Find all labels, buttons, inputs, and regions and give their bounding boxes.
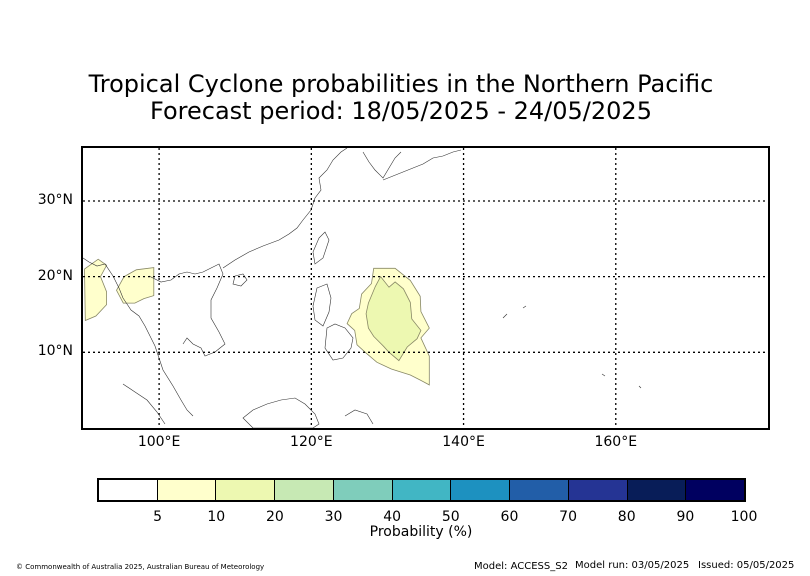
colorbar-band-40-50 [392,480,452,500]
colorbar-band-50-60 [451,480,511,500]
colorbar-band-70-80 [568,480,628,500]
colorbar-tick-label: 20 [265,509,284,525]
map-panel [81,146,770,430]
latitude-label: 10°N [37,343,73,360]
model-run-date: Model run: 03/05/2025 [575,560,690,571]
colorbar-tick-label: 40 [383,509,402,525]
longitude-label: 100°E [137,434,181,450]
model-name: Model: ACCESS_S2 [474,561,568,572]
colorbar-tick-label: 50 [441,509,460,525]
colorbar-band-5-10 [157,480,217,500]
colorbar-label: Probability (%) [369,524,473,540]
issued-date: Issued: 05/05/2025 [698,560,795,571]
colorbar-band-0-5 [99,480,158,500]
colorbar-tick-label: 90 [676,509,695,525]
probability-region-5-10 [84,258,108,322]
colorbar-tick-label: 70 [559,509,577,525]
probability-colorbar [97,478,746,502]
probability-region-10-20 [365,275,422,362]
colorbar-band-60-70 [510,480,569,500]
gridlines [83,148,768,428]
colorbar-tick-label: 80 [617,509,636,525]
probability-region-5-10 [116,267,155,304]
longitude-label: 120°E [290,434,333,450]
colorbar-tick-label: 30 [324,509,343,525]
map-title-line-1: Tropical Cyclone probabilities in the No… [88,70,714,98]
colorbar-tick-label: 100 [730,509,758,525]
colorbar-tick-label: 5 [153,509,163,525]
probability-regions [84,258,430,386]
map-canvas [83,148,768,428]
colorbar-band-30-40 [333,480,393,500]
map-title-line-2: Forecast period: 18/05/2025 - 24/05/2025 [150,97,652,125]
colorbar-band-20-30 [275,480,334,500]
latitude-label: 30°N [37,191,73,208]
coastlines [83,148,642,428]
colorbar-band-90-100 [686,480,745,500]
longitude-label: 140°E [442,434,485,450]
latitude-label: 20°N [37,267,73,284]
longitude-label: 160°E [594,434,638,450]
colorbar-band-80-90 [627,480,687,500]
colorbar-band-10-20 [216,480,276,500]
colorbar-tick-label: 60 [500,509,519,525]
copyright-notice: © Commonwealth of Australia 2025, Austra… [16,563,265,571]
colorbar-tick-label: 10 [207,509,226,525]
